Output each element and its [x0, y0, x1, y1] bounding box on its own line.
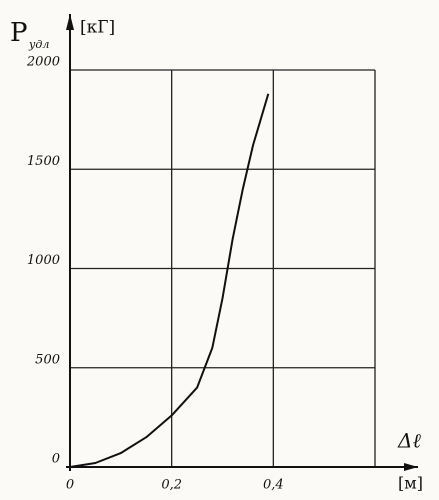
- y-tick-label: 0: [52, 452, 60, 467]
- y-tick-label: 1500: [27, 154, 60, 169]
- y-axis-arrow: [66, 14, 74, 30]
- x-axis-unit: [м]: [398, 474, 423, 493]
- y-axis-label-sub: удл: [28, 38, 49, 51]
- x-axis-label: Δℓ: [397, 429, 421, 453]
- y-axis-unit: [кГ]: [80, 18, 115, 38]
- x-tick-label: 0: [66, 478, 74, 493]
- x-tick-label: 0,2: [161, 478, 182, 493]
- y-tick-label: 1000: [27, 253, 60, 268]
- y-tick-label: 500: [35, 352, 60, 367]
- y-axis-label: P: [10, 18, 28, 48]
- y-tick-label: 2000: [26, 55, 60, 70]
- data-line: [69, 93, 270, 468]
- x-tick-label: 0,4: [263, 478, 284, 493]
- x-axis-arrow: [404, 463, 418, 471]
